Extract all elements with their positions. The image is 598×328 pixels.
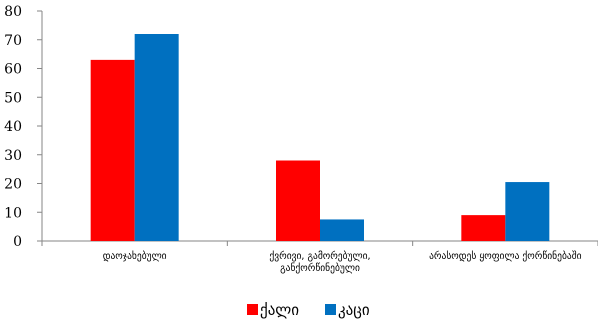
x-category-label: დაოჯახებული (103, 251, 167, 262)
y-tick-label: 80 (4, 4, 22, 20)
bar-series1 (276, 160, 320, 241)
legend-swatch (247, 304, 258, 315)
legend-label: ქალი (260, 301, 299, 319)
chart-legend: ქალი კაცი (247, 301, 370, 319)
legend-swatch (325, 304, 336, 315)
y-tick-label: 10 (4, 205, 22, 221)
bar-series2 (134, 34, 179, 241)
legend-label: კაცი (338, 301, 370, 319)
y-tick-label: 20 (4, 177, 22, 193)
x-category-label: ქვრივი, გამორებული, (269, 251, 370, 262)
x-category-label: განქორწინებული (280, 263, 360, 274)
y-tick-label: 0 (13, 234, 22, 250)
chart-axes: 0 10 20 30 40 50 60 70 80 (4, 4, 598, 250)
chart-bars (90, 34, 550, 241)
bar-series2 (505, 182, 550, 241)
y-tick-label: 60 (4, 62, 22, 78)
bar-series2 (320, 219, 364, 241)
x-category-label: არასოდეს ყოფილა ქორწინებაში (429, 251, 581, 262)
y-tick-label: 30 (4, 148, 22, 164)
bar-series1 (90, 59, 135, 241)
y-tick-label: 40 (4, 119, 22, 135)
y-tick-label: 50 (4, 90, 22, 106)
bar-series1 (461, 215, 506, 241)
chart-labels: დაოჯახებული ქვრივი, გამორებული,განქორწინე… (103, 251, 582, 274)
y-tick-label: 70 (4, 33, 22, 49)
